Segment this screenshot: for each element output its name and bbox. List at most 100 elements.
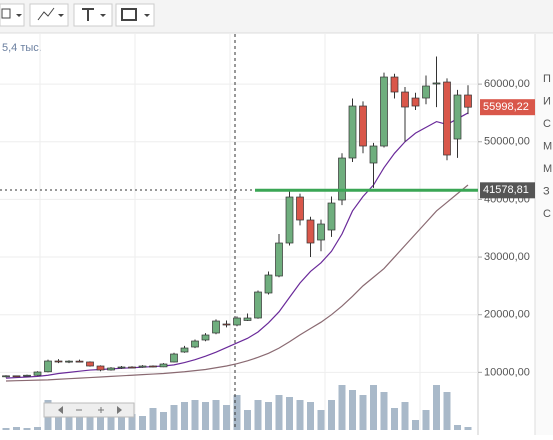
volume-bar <box>149 408 157 430</box>
candle-body <box>327 202 336 231</box>
volume-bar <box>76 412 83 430</box>
candle-body <box>2 375 10 378</box>
candle-body <box>138 365 147 368</box>
candle-body <box>380 76 388 147</box>
candle-body <box>254 291 262 319</box>
candle-body <box>159 363 168 368</box>
candle-body <box>464 94 472 108</box>
candle-body <box>222 323 231 326</box>
volume-bar <box>317 410 325 430</box>
volume-bar <box>370 385 377 430</box>
scroll-control[interactable] <box>43 402 135 418</box>
candle-body <box>128 366 136 369</box>
candle-body <box>285 196 294 244</box>
moving-average <box>5 112 469 379</box>
y-tick-label: 50000,00 <box>484 136 530 148</box>
tool-text[interactable] <box>73 3 113 27</box>
candle-body <box>443 81 451 156</box>
tool-image[interactable] <box>115 3 155 27</box>
candle-body <box>191 340 199 348</box>
candle-body <box>453 94 462 140</box>
volume-bar <box>128 414 136 430</box>
volume-bar <box>265 402 272 430</box>
candle-body <box>149 365 157 368</box>
side-panel-label: С <box>543 208 551 220</box>
candle-body <box>212 320 220 334</box>
candle-body <box>317 223 325 241</box>
volume-bar <box>23 428 31 430</box>
volume-bar <box>55 410 62 430</box>
tool-draw[interactable] <box>29 3 69 27</box>
volume-bar <box>443 392 451 430</box>
volume-bar <box>97 414 104 430</box>
volume-bar <box>107 412 115 430</box>
volume-bar <box>13 427 20 430</box>
volume-bar <box>86 415 94 430</box>
side-panel <box>535 34 553 435</box>
volume-bar <box>422 410 430 430</box>
candle-body <box>180 347 189 353</box>
volume-bar <box>181 402 188 430</box>
volume-bar <box>338 385 346 430</box>
y-tick-label: 60000,00 <box>484 78 530 90</box>
candle-body <box>296 196 304 221</box>
candle-body <box>233 317 241 326</box>
candle-body <box>422 85 430 99</box>
volume-bar <box>191 400 199 430</box>
volume-bar <box>359 395 367 430</box>
candle-body <box>243 317 252 321</box>
volume-bar <box>401 402 409 430</box>
volume-bar <box>380 392 388 430</box>
volume-bar <box>160 412 167 430</box>
candle-body <box>275 242 283 277</box>
volume-bar <box>391 408 398 430</box>
candle-body <box>33 371 42 376</box>
volume-bar <box>296 400 304 430</box>
volume-bar <box>65 410 73 430</box>
volume-bar <box>286 397 293 430</box>
volume-bar <box>307 402 314 430</box>
candle-body <box>75 360 84 363</box>
candle-body <box>96 365 105 371</box>
volume-bar <box>349 390 356 430</box>
volume-bar <box>118 415 125 430</box>
candle-body <box>390 76 399 93</box>
tool-select[interactable] <box>0 3 25 27</box>
volume-bar <box>2 428 10 430</box>
volume-bar <box>233 395 241 430</box>
candle-body <box>86 361 94 367</box>
candle-body <box>359 105 367 147</box>
candle-body <box>369 145 378 164</box>
side-panel-label: М <box>543 163 552 175</box>
candle-body <box>432 82 441 85</box>
volume-bar <box>328 400 335 430</box>
volume-bar <box>454 425 461 430</box>
volume-bar <box>139 416 146 430</box>
candle-body <box>170 353 178 363</box>
volume-bar <box>212 400 220 430</box>
volume-bar <box>464 427 472 430</box>
candle-body <box>401 91 409 108</box>
price-tag-label: 41578,81 <box>483 184 529 196</box>
side-panel-label: С <box>543 118 551 130</box>
price-tag-label: 55998,22 <box>483 101 529 113</box>
side-panel-label: П <box>543 73 551 85</box>
y-tick-label: 10000,00 <box>484 366 530 378</box>
candle-body <box>264 274 273 294</box>
candle-body <box>54 360 63 363</box>
volume-bar <box>433 385 440 430</box>
volume-bar <box>34 427 41 430</box>
price-tag <box>480 99 535 116</box>
candle-body <box>65 360 73 363</box>
volume-bar <box>275 395 283 430</box>
side-panel-label: И <box>543 95 551 107</box>
y-tick-label: 30000,00 <box>484 251 530 263</box>
moving-average <box>5 184 469 382</box>
volume-bar <box>254 400 262 430</box>
candle-body <box>338 157 346 201</box>
candle-body <box>117 366 126 369</box>
volume-bar <box>170 405 178 430</box>
y-tick-label: 20000,00 <box>484 309 530 321</box>
side-panel-label: М <box>543 140 552 152</box>
